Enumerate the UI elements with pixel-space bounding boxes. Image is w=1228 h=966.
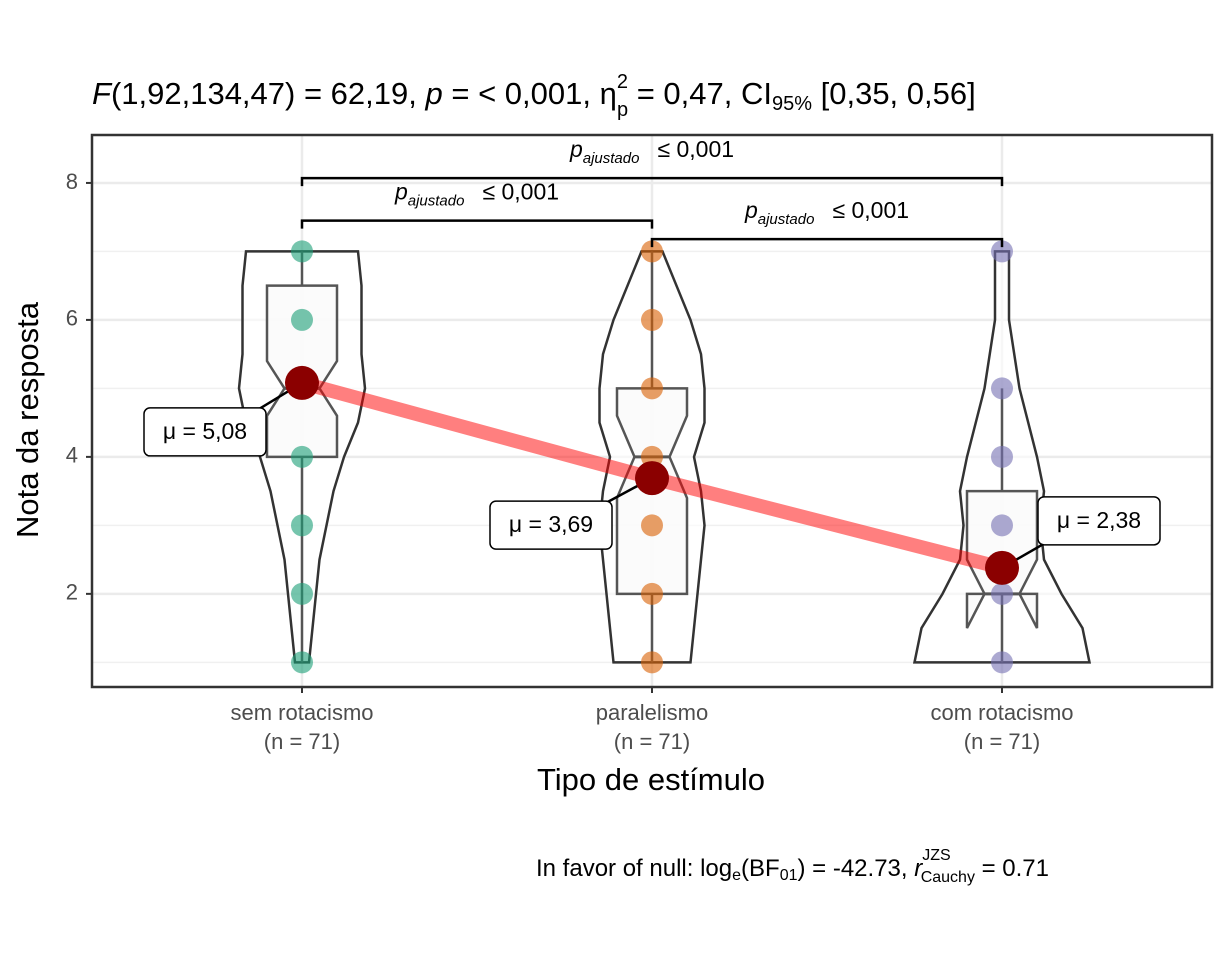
mean-label: μ = 5,08: [163, 418, 247, 444]
y-axis-title: Nota da resposta: [10, 301, 45, 538]
mean-label: μ = 2,38: [1057, 507, 1141, 533]
caption-part: (BF: [741, 855, 780, 882]
comparison-sub: ajustado: [583, 150, 640, 167]
data-point: [641, 308, 663, 331]
data-point: [641, 582, 663, 605]
data-point: [291, 651, 313, 674]
comparison-p: p: [394, 179, 408, 205]
data-point: [291, 308, 313, 331]
mean-label-box: [143, 407, 267, 457]
title-part: = < 0,001, η: [443, 76, 617, 111]
comparison-p: p: [569, 136, 583, 162]
comparison-bracket: [650, 237, 1004, 248]
comparison-label: pajustado ≤ 0,001: [744, 197, 909, 228]
title-part: (1,92,134,47) = 62,19,: [111, 76, 426, 111]
y-tick-label: 6: [66, 306, 78, 331]
data-point: [991, 651, 1013, 674]
panel-border: [90, 133, 1214, 689]
caption-part: e: [732, 867, 741, 884]
data-point: [991, 240, 1013, 263]
data-point: [641, 240, 663, 263]
data-point: [291, 240, 313, 263]
comparison-p: p: [744, 197, 758, 223]
caption-part: In favor of null: log: [536, 855, 732, 882]
data-point: [991, 582, 1013, 605]
caption-part: ) = -42.73,: [798, 855, 915, 882]
y-tick-label: 4: [66, 443, 78, 468]
caption-part: = 0.71: [975, 855, 1049, 882]
caption-part: r: [914, 855, 923, 882]
comparison-val: ≤ 0,001: [657, 136, 734, 162]
comparison-label: pajustado ≤ 0,001: [394, 179, 559, 210]
mean-label: μ = 3,69: [509, 511, 593, 537]
mean-label-box: [489, 500, 613, 550]
caption-part: 01: [780, 867, 798, 884]
comparison-bracket: [300, 176, 1004, 187]
comparison-sub: ajustado: [408, 193, 465, 210]
caption-part: Cauchy: [921, 869, 975, 886]
y-tick-label: 8: [66, 169, 78, 194]
comparison-sub: ajustado: [758, 211, 815, 228]
title-part: 95%: [772, 93, 812, 115]
data-point: [641, 377, 663, 400]
data-point: [291, 445, 313, 468]
title-part: 2: [617, 71, 628, 93]
x-tick-n: (n = 71): [264, 729, 340, 754]
x-tick-label: paralelismo: [596, 700, 709, 725]
data-point: [991, 514, 1013, 537]
data-point: [641, 651, 663, 674]
chart-title: F(1,92,134,47) = 62,19, p = < 0,001, η2 p…: [92, 71, 976, 121]
comparison-bracket: [300, 219, 654, 229]
caption: In favor of null: loge(BF01) = -42.73, r…: [536, 847, 1049, 886]
title-part: p: [424, 76, 442, 111]
data-point: [641, 514, 663, 537]
comparison-label: pajustado ≤ 0,001: [569, 136, 734, 167]
data-point: [291, 514, 313, 537]
caption-part: JZS: [922, 847, 950, 864]
title-part: p: [617, 99, 628, 121]
mean-point: [285, 365, 319, 400]
comparison-val: ≤ 0,001: [482, 179, 559, 205]
mean-label-box: [1037, 496, 1161, 546]
data-point: [291, 582, 313, 605]
mean-point: [635, 461, 669, 496]
x-tick-label: sem rotacismo: [230, 700, 373, 725]
data-point: [991, 377, 1013, 400]
title-part: F: [92, 76, 113, 111]
title-part: [0,35, 0,56]: [812, 76, 976, 111]
data-point: [991, 445, 1013, 468]
y-tick-label: 2: [66, 580, 78, 605]
title-part: = 0,47, CI: [628, 76, 772, 111]
x-tick-n: (n = 71): [614, 729, 690, 754]
x-tick-label: com rotacismo: [930, 700, 1073, 725]
x-tick-n: (n = 71): [964, 729, 1040, 754]
comparison-val: ≤ 0,001: [832, 197, 909, 223]
x-axis-title: Tipo de estímulo: [537, 762, 765, 797]
mean-point: [985, 550, 1019, 585]
